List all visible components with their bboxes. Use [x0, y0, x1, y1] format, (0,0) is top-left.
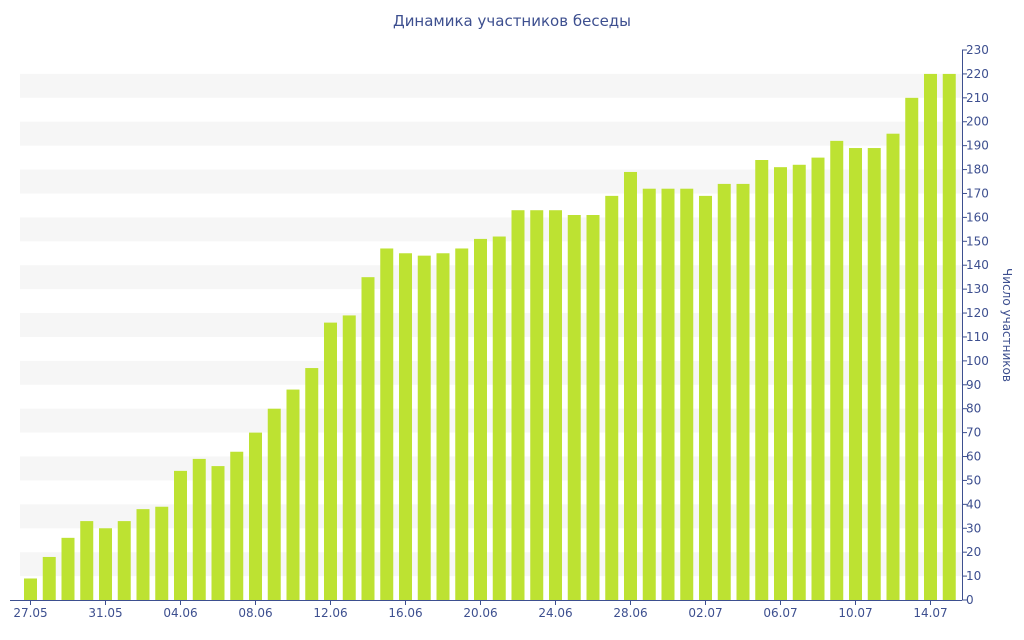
bar	[267, 408, 281, 600]
y-tick-label: 190	[966, 139, 989, 153]
bar	[642, 188, 656, 600]
y-tick-label: 80	[966, 402, 981, 416]
bar	[61, 537, 75, 600]
bar	[436, 253, 450, 600]
y-tick-label: 40	[966, 497, 981, 511]
bar	[192, 458, 206, 600]
bar	[361, 277, 375, 600]
x-tick-label: 24.06	[538, 606, 572, 620]
chart-title: Динамика участников беседы	[392, 12, 632, 30]
x-tick-label: 27.05	[13, 606, 47, 620]
bar	[567, 215, 581, 600]
y-tick-label: 0	[966, 593, 974, 607]
bar	[736, 183, 750, 600]
x-tick-label: 16.06	[388, 606, 422, 620]
bar	[117, 521, 131, 600]
x-tick-label: 08.06	[238, 606, 272, 620]
bar	[417, 255, 431, 600]
y-tick-label: 210	[966, 91, 989, 105]
bar	[717, 183, 731, 600]
y-tick-label: 90	[966, 378, 981, 392]
y-tick-label: 30	[966, 521, 981, 535]
bar	[399, 253, 412, 600]
y-tick-label: 120	[966, 306, 989, 320]
x-tick-label: 31.05	[88, 606, 122, 620]
bar	[342, 315, 356, 600]
grid-band	[20, 73, 962, 98]
y-tick-label: 180	[966, 163, 989, 177]
bar	[24, 578, 37, 600]
bar	[886, 133, 900, 600]
bar-series	[24, 73, 956, 601]
x-tick-label: 02.07	[688, 606, 722, 620]
y-tick-label: 100	[966, 354, 989, 368]
y-tick-label: 200	[966, 115, 989, 129]
bar	[924, 73, 937, 600]
bar	[511, 210, 525, 600]
bar	[380, 248, 394, 601]
x-tick-label: 12.06	[313, 606, 347, 620]
bar	[830, 140, 844, 600]
x-tick-label: 20.06	[463, 606, 497, 620]
bar	[305, 368, 319, 600]
bar	[774, 167, 787, 601]
bar	[605, 195, 619, 600]
bar	[549, 210, 562, 600]
y-tick-label: 20	[966, 545, 981, 559]
bar	[699, 195, 712, 600]
x-tick-label: 04.06	[163, 606, 197, 620]
bar	[792, 164, 806, 600]
y-tick-label: 60	[966, 450, 981, 464]
bar	[136, 509, 150, 600]
x-tick-label: 28.06	[613, 606, 647, 620]
bar	[680, 188, 694, 600]
y-tick-label: 220	[966, 67, 989, 81]
bar	[849, 148, 862, 601]
y-tick-label: 150	[966, 234, 989, 248]
bar	[492, 236, 506, 600]
y-axis-label: Число участников	[1000, 268, 1014, 382]
y-tick-label: 130	[966, 282, 989, 296]
bar	[474, 238, 487, 600]
bar	[624, 171, 637, 600]
bar	[174, 470, 187, 600]
y-tick-label: 160	[966, 210, 989, 224]
bar	[811, 157, 825, 601]
y-tick-label: 170	[966, 186, 989, 200]
x-axis-ticks: 27.05 31.05 04.06 08.06 12.06 16.06 20.06 24.06…	[13, 600, 948, 620]
x-tick-label: 06.07	[763, 606, 797, 620]
bar	[586, 215, 600, 600]
bar	[942, 73, 956, 600]
bar	[42, 556, 56, 600]
bar	[867, 148, 881, 601]
y-tick-label: 50	[966, 473, 981, 487]
y-axis-ticks: 0 10 20 30 40 50 60 70 80 90 100 110 120 130 140 150 160…	[962, 43, 989, 607]
bar	[324, 322, 337, 600]
x-tick-label: 14.07	[913, 606, 947, 620]
bar	[230, 451, 244, 600]
grid-band	[20, 121, 962, 146]
y-tick-label: 10	[966, 569, 981, 583]
bar	[530, 210, 544, 600]
bar	[99, 528, 112, 600]
bar	[905, 97, 919, 600]
x-tick-label: 10.07	[838, 606, 872, 620]
bar	[249, 432, 262, 600]
y-tick-label: 140	[966, 258, 989, 272]
bar	[211, 466, 225, 600]
bar	[80, 521, 94, 600]
y-tick-label: 110	[966, 330, 989, 344]
y-tick-label: 70	[966, 426, 981, 440]
y-tick-label: 230	[966, 43, 989, 57]
bar	[286, 389, 300, 600]
bar	[755, 160, 769, 600]
bar	[455, 248, 469, 601]
bar	[155, 506, 169, 600]
bar	[661, 188, 675, 600]
